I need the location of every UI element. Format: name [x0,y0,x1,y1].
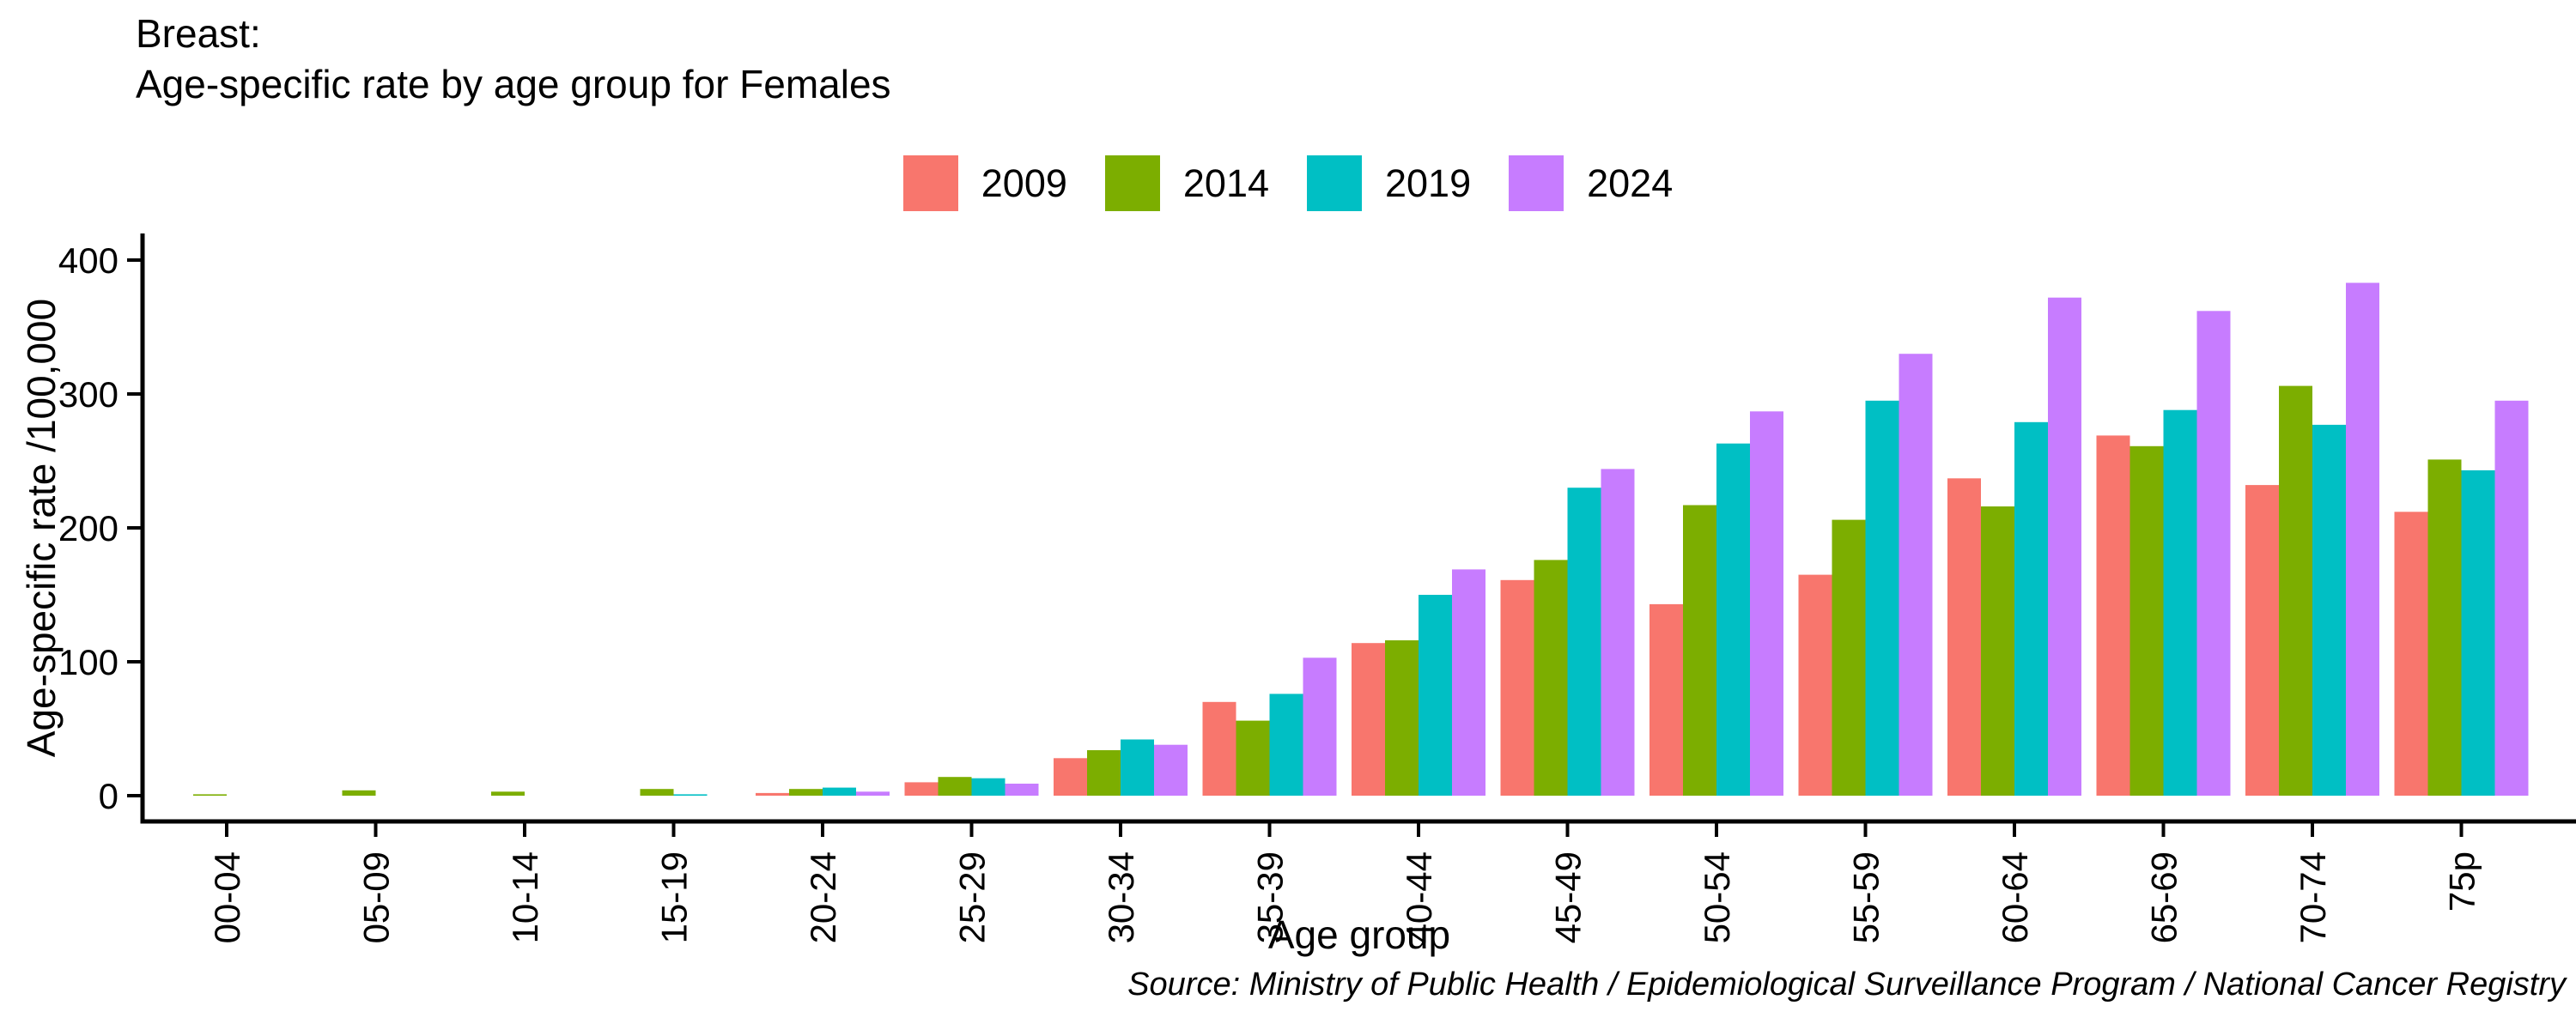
bar-2019-50-54 [1716,443,1750,796]
y-tick-label-100: 100 [58,642,118,682]
legend-swatch-2019 [1307,155,1362,211]
legend-swatch-2009 [902,155,958,211]
x-tick-label-70-74: 70-74 [2293,851,2333,943]
bar-2019-70-74 [2312,424,2346,796]
bar-2024-50-54 [1750,411,1783,796]
bar-2019-45-49 [1567,488,1601,796]
bar-2019-15-19 [673,794,708,796]
y-tick-label-0: 0 [99,776,118,816]
x-tick-label-35-39: 35-39 [1250,851,1291,943]
bar-2009-40-44 [1352,643,1385,796]
bar-2019-65-69 [2163,409,2197,796]
legend-label-2014: 2014 [1182,161,1269,205]
legend-label-2009: 2009 [981,161,1067,205]
bar-2024-75p [2494,400,2529,796]
bar-2024-20-24 [856,791,890,796]
bar-2019-35-39 [1269,694,1303,796]
bar-2024-60-64 [2048,297,2081,796]
bar-2014-45-49 [1534,560,1568,796]
bar-2009-35-39 [1202,701,1236,796]
bar-2014-25-29 [938,777,972,796]
legend: 2009 2014 2019 2024 [0,155,2576,211]
bar-2019-60-64 [2014,421,2048,796]
bar-2009-65-69 [2096,435,2130,796]
bar-2014-40-44 [1385,640,1419,796]
bar-2014-75p [2427,459,2462,796]
bar-2024-30-34 [1154,744,1188,796]
bar-2009-60-64 [1947,478,1981,796]
x-axis-title: Age group [1267,912,1451,957]
x-tick-label-30-34: 30-34 [1101,851,1141,943]
y-axis-title: Age-specific rate /100,000 [19,298,64,758]
bar-2014-30-34 [1087,750,1121,796]
y-tick-label-400: 400 [58,240,118,281]
bar-2024-70-74 [2346,282,2379,796]
bar-2014-05-09 [342,790,376,796]
source-note: Source: Ministry of Public Health / Epid… [1127,966,2566,1003]
bar-2014-15-19 [640,789,674,796]
bar-2019-40-44 [1419,595,1452,796]
bar-2009-55-59 [1798,574,1832,796]
bar-2014-50-54 [1683,505,1716,796]
bar-2019-25-29 [971,778,1005,796]
legend-item-2024: 2024 [1509,155,1673,211]
plot-title: Breast: Age-specific rate by age group f… [136,9,891,110]
bar-2014-65-69 [2129,445,2164,796]
legend-label-2019: 2019 [1385,161,1472,205]
x-tick-label-45-49: 45-49 [1548,851,1589,943]
x-tick-label-50-54: 50-54 [1697,851,1737,943]
bar-2019-30-34 [1121,739,1154,796]
bar-2014-20-24 [789,789,823,796]
x-tick-label-65-69: 65-69 [2144,851,2184,943]
bar-2014-60-64 [1981,506,2014,796]
y-axis-title-box: Age-specific rate /100,000 [5,233,77,822]
bar-2024-40-44 [1452,569,1485,796]
bar-2014-55-59 [1832,519,1866,796]
bar-2009-70-74 [2245,485,2279,796]
bar-2009-50-54 [1649,603,1683,796]
legend-label-2024: 2024 [1587,161,1674,205]
bar-2009-25-29 [904,782,939,796]
bar-2009-30-34 [1054,758,1087,796]
legend-swatch-2024 [1509,155,1564,211]
bar-2009-45-49 [1500,579,1534,796]
bar-2014-70-74 [2279,385,2312,796]
x-tick-label-15-19: 15-19 [654,851,695,943]
bar-2024-55-59 [1899,354,1933,796]
x-tick-label-00-04: 00-04 [207,851,247,943]
bar-2014-35-39 [1236,720,1270,796]
y-tick-label-200: 200 [58,508,118,548]
x-tick-label-10-14: 10-14 [505,851,545,943]
x-tick-label-55-59: 55-59 [1846,851,1886,943]
x-tick-label-25-29: 25-29 [952,851,993,943]
plot-title-line-1: Breast: [136,11,261,56]
plot-title-line-2: Age-specific rate by age group for Femal… [136,62,891,106]
bar-2019-20-24 [823,787,856,796]
bar-2024-25-29 [1005,784,1039,796]
x-tick-label-20-24: 20-24 [803,851,843,943]
bar-2014-00-04 [193,794,227,796]
legend-item-2014: 2014 [1104,155,1269,211]
legend-item-2009: 2009 [902,155,1067,211]
bar-2019-55-59 [1865,400,1899,796]
bar-2019-75p [2461,470,2495,796]
legend-item-2019: 2019 [1307,155,1471,211]
x-tick-label-40-44: 40-44 [1399,851,1439,943]
bar-2024-35-39 [1303,657,1337,796]
y-tick-label-300: 300 [58,374,118,415]
bar-2024-65-69 [2196,311,2231,796]
x-tick-label-05-09: 05-09 [356,851,397,943]
bar-2009-20-24 [756,792,789,796]
x-tick-label-75p: 75p [2442,851,2482,912]
bar-2014-10-14 [491,791,525,796]
bar-2024-45-49 [1601,469,1635,796]
x-tick-label-60-64: 60-64 [1995,851,2035,943]
legend-swatch-2014 [1104,155,1160,211]
bar-2009-75p [2394,512,2428,796]
